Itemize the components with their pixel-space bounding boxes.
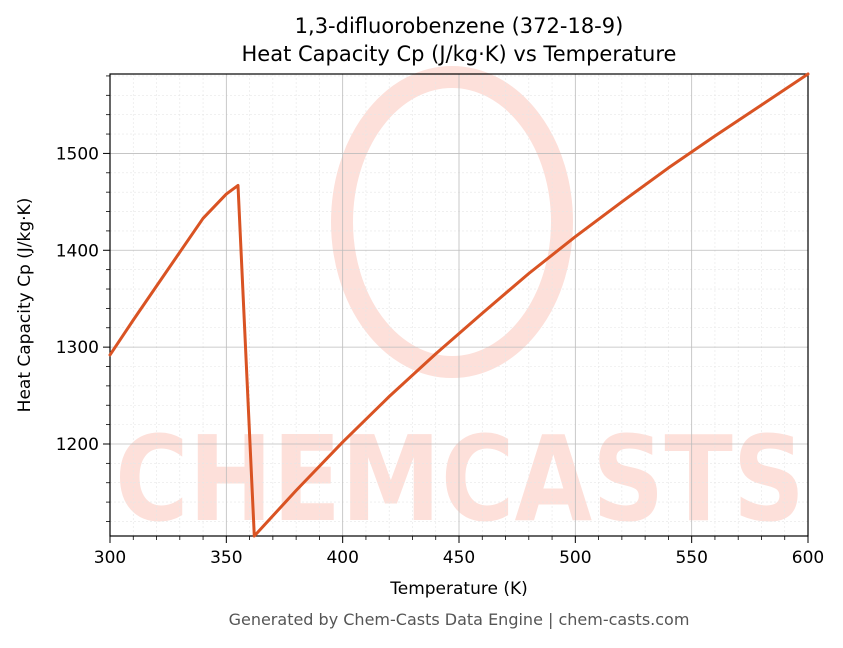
- x-tick-label: 400: [326, 548, 358, 568]
- x-tick-label: 350: [210, 548, 242, 568]
- x-axis-label: Temperature (K): [389, 579, 528, 599]
- y-tick-label: 1400: [56, 241, 99, 261]
- y-tick-label: 1500: [56, 144, 99, 164]
- footer-credit: Generated by Chem-Casts Data Engine | ch…: [229, 610, 690, 629]
- axes: 300 350 400 450 500 550 600 1200 1300 1400 1500: [56, 75, 824, 568]
- x-tick-label: 600: [792, 548, 824, 568]
- chart-title-line2: Heat Capacity Cp (J/kg·K) vs Temperature: [242, 42, 677, 66]
- x-tick-label: 550: [675, 548, 707, 568]
- chart-title-line1: 1,3-difluorobenzene (372-18-9): [295, 14, 624, 38]
- series-line-heat-capacity: [108, 72, 810, 538]
- y-tick-label: 1300: [56, 338, 99, 358]
- y-tick-label: 1200: [56, 435, 99, 455]
- x-tick-label: 500: [559, 548, 591, 568]
- watermark: CHEMCASTS: [115, 66, 805, 548]
- series-layer: [108, 72, 810, 538]
- x-tick-label: 450: [443, 548, 475, 568]
- y-axis-label: Heat Capacity Cp (J/kg·K): [15, 198, 35, 413]
- x-tick-label: 300: [94, 548, 126, 568]
- watermark-text: CHEMCASTS: [115, 410, 805, 548]
- watermark-logo-ring: [331, 66, 573, 378]
